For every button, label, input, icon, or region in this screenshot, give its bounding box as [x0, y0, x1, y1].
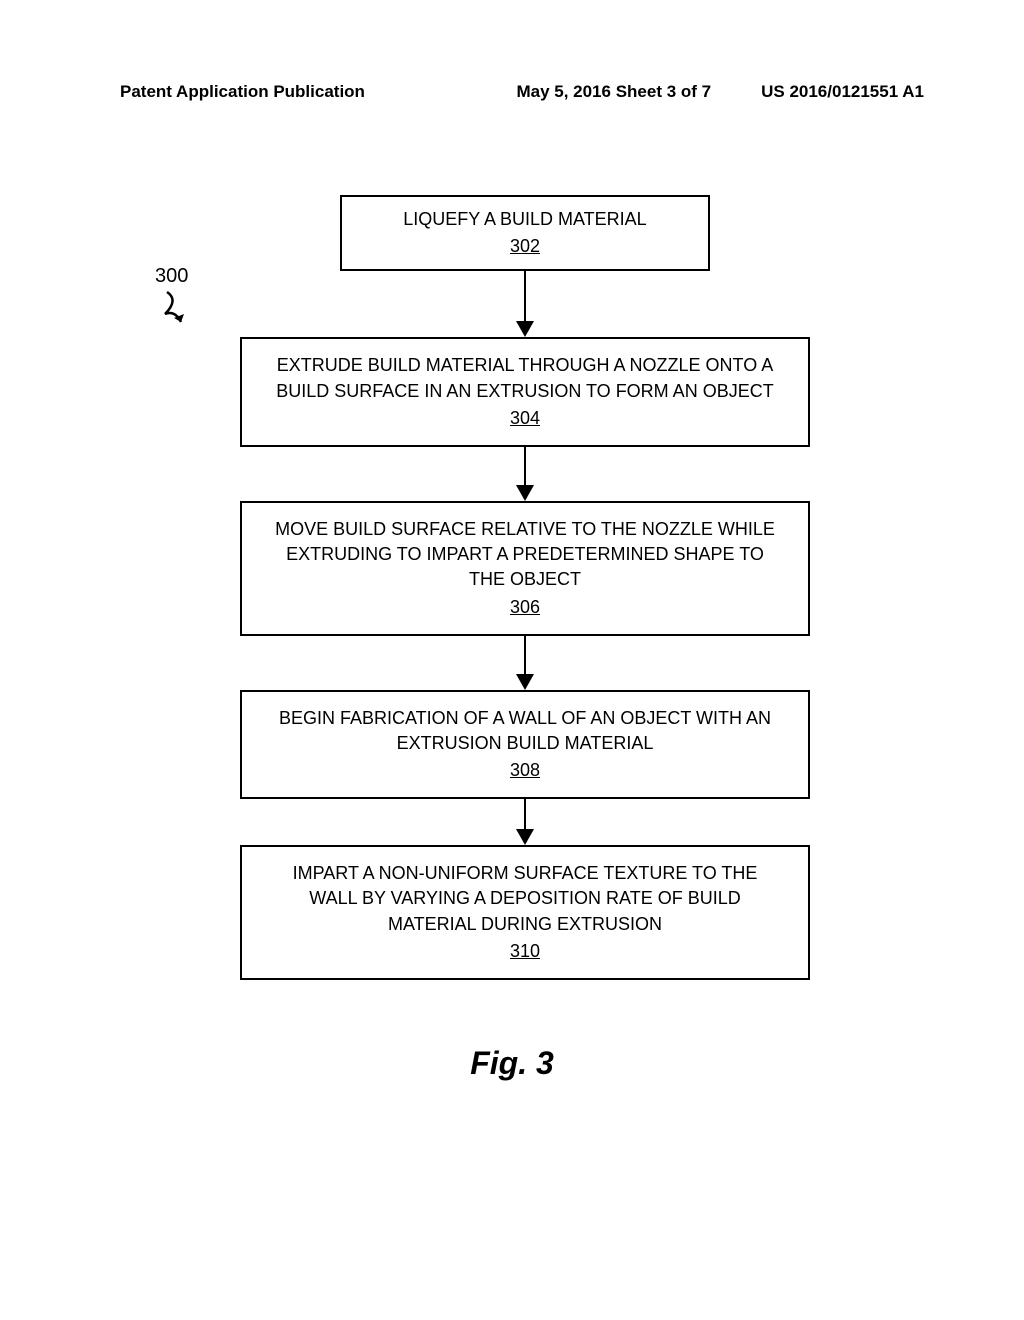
header-left: Patent Application Publication	[120, 82, 365, 102]
box-text: BEGIN FABRICATION OF A WALL OF AN OBJECT…	[272, 706, 778, 756]
figure-caption: Fig. 3	[0, 1045, 1024, 1082]
flowchart-box-308: BEGIN FABRICATION OF A WALL OF AN OBJECT…	[240, 690, 810, 800]
box-ref: 306	[510, 595, 540, 620]
flowchart-container: LIQUEFY A BUILD MATERIAL 302 EXTRUDE BUI…	[240, 195, 810, 980]
arrow-line	[524, 799, 526, 829]
connector-arrow	[516, 447, 534, 501]
header-right: US 2016/0121551 A1	[761, 82, 924, 102]
flowchart-box-302: LIQUEFY A BUILD MATERIAL 302	[340, 195, 710, 271]
curved-arrow-icon	[157, 290, 187, 332]
flowchart-box-310: IMPART A NON-UNIFORM SURFACE TEXTURE TO …	[240, 845, 810, 980]
arrow-line	[524, 636, 526, 674]
connector-arrow	[516, 636, 534, 690]
box-ref: 310	[510, 939, 540, 964]
box-text: EXTRUDE BUILD MATERIAL THROUGH A NOZZLE …	[272, 353, 778, 403]
header-center: May 5, 2016 Sheet 3 of 7	[516, 82, 711, 102]
box-text: IMPART A NON-UNIFORM SURFACE TEXTURE TO …	[272, 861, 778, 937]
arrowhead-icon	[516, 485, 534, 501]
box-text: MOVE BUILD SURFACE RELATIVE TO THE NOZZL…	[272, 517, 778, 593]
header-right-group: May 5, 2016 Sheet 3 of 7 US 2016/0121551…	[516, 82, 924, 102]
connector-arrow	[516, 271, 534, 337]
arrowhead-icon	[516, 829, 534, 845]
flowchart-box-306: MOVE BUILD SURFACE RELATIVE TO THE NOZZL…	[240, 501, 810, 636]
box-ref: 308	[510, 758, 540, 783]
box-ref: 304	[510, 406, 540, 431]
box-ref: 302	[510, 234, 540, 259]
patent-header: Patent Application Publication May 5, 20…	[0, 82, 1024, 102]
box-text: LIQUEFY A BUILD MATERIAL	[403, 207, 646, 232]
arrowhead-icon	[516, 321, 534, 337]
connector-arrow	[516, 799, 534, 845]
arrow-line	[524, 271, 526, 321]
flowchart-box-304: EXTRUDE BUILD MATERIAL THROUGH A NOZZLE …	[240, 337, 810, 447]
arrowhead-icon	[516, 674, 534, 690]
arrow-line	[524, 447, 526, 485]
reference-number: 300	[155, 265, 188, 288]
flowchart-reference-label: 300	[155, 265, 188, 332]
